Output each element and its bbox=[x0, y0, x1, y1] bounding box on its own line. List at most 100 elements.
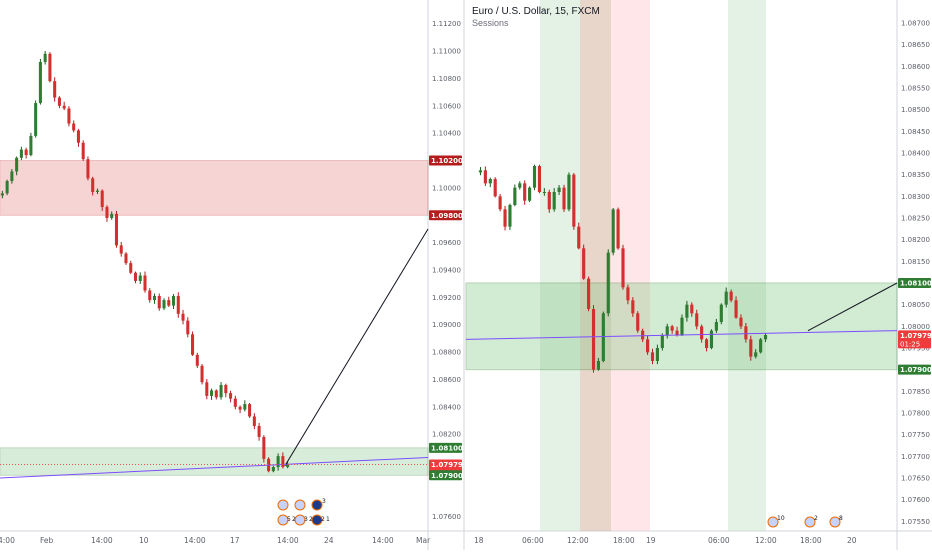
left-y-tick: 1.09200 bbox=[432, 294, 461, 302]
event-badge-count: 8 bbox=[839, 515, 843, 522]
candle-body bbox=[143, 275, 147, 291]
right-chart-title: Euro / U.S. Dollar, 15, FXCM bbox=[472, 6, 600, 17]
candle-body bbox=[53, 81, 57, 98]
candle-body bbox=[124, 253, 128, 264]
candle-body bbox=[518, 183, 522, 188]
left-price-tag-label: 1.08100 bbox=[431, 444, 463, 452]
left-y-tick: 1.09600 bbox=[432, 239, 461, 247]
candle-body bbox=[43, 53, 47, 62]
candle-body bbox=[754, 352, 758, 357]
candle-body bbox=[744, 326, 748, 340]
candle-body bbox=[483, 170, 487, 184]
candle-body bbox=[646, 339, 650, 353]
right-y-tick: 1.08400 bbox=[901, 150, 930, 158]
candle-body bbox=[129, 263, 133, 273]
candle-body bbox=[72, 123, 76, 131]
candle-body bbox=[660, 335, 664, 348]
right-x-tick: 18:00 bbox=[800, 536, 822, 545]
right-price-tag-label: 1.07979 bbox=[900, 332, 932, 340]
candle-body bbox=[248, 404, 252, 417]
right-y-tick: 1.08300 bbox=[901, 193, 930, 201]
event-badge-count: 2 bbox=[321, 516, 325, 523]
event-badge-count: 1 bbox=[326, 516, 330, 523]
candle-body bbox=[257, 426, 261, 437]
candle-body bbox=[537, 166, 542, 192]
right-x-tick: 12:00 bbox=[567, 536, 589, 545]
candle-body bbox=[191, 334, 195, 355]
right-x-tick: 20 bbox=[847, 536, 857, 545]
left-y-tick: 1.09400 bbox=[432, 267, 461, 275]
candle-body bbox=[262, 436, 266, 459]
candle-body bbox=[138, 275, 142, 281]
event-badge-icon bbox=[311, 499, 323, 511]
candle-body bbox=[214, 390, 218, 398]
left-y-tick: 1.09000 bbox=[432, 321, 461, 329]
right-y-tick: 1.07850 bbox=[901, 388, 930, 396]
left-y-tick: 1.08200 bbox=[432, 431, 461, 439]
candle-body bbox=[172, 296, 176, 306]
candle-body bbox=[91, 178, 95, 192]
candle-body bbox=[62, 105, 66, 109]
candle-body bbox=[719, 304, 723, 322]
right-x-tick: 19 bbox=[646, 536, 656, 545]
candle-body bbox=[665, 326, 669, 335]
left-y-tick: 1.08800 bbox=[432, 349, 461, 357]
right-price-tag-label: 1.08100 bbox=[900, 280, 932, 288]
left-y-tick: 1.10000 bbox=[432, 184, 461, 192]
candle-body bbox=[567, 174, 571, 210]
left-y-tick: 1.11200 bbox=[432, 20, 461, 28]
right-x-tick: 06:00 bbox=[522, 536, 544, 545]
right-y-tick: 1.08000 bbox=[901, 323, 930, 331]
right-price-tag bbox=[898, 278, 931, 288]
candle-body bbox=[205, 382, 209, 396]
left-price-tag-label: 1.07979 bbox=[431, 461, 463, 469]
right-x-tick: 18 bbox=[474, 536, 484, 545]
candle-body bbox=[95, 190, 99, 192]
left-price-tag-label: 1.09800 bbox=[431, 212, 463, 220]
left-price-tag bbox=[429, 470, 462, 481]
candle-body bbox=[704, 339, 709, 348]
right-y-tick: 1.08650 bbox=[901, 41, 930, 49]
candle-body bbox=[81, 142, 85, 160]
candle-body bbox=[57, 97, 61, 106]
right-y-tick: 1.08200 bbox=[901, 236, 930, 244]
candle-body bbox=[542, 192, 546, 193]
left-trend-line bbox=[0, 456, 429, 479]
candle-body bbox=[86, 159, 90, 179]
left-projection-line bbox=[284, 228, 429, 466]
candle-body bbox=[714, 322, 718, 331]
right-y-tick: 1.08550 bbox=[901, 85, 930, 93]
candle-body bbox=[601, 313, 605, 361]
left-x-tick: Mar bbox=[416, 536, 431, 545]
right-y-tick: 1.07800 bbox=[901, 410, 930, 418]
candle-body bbox=[167, 300, 171, 306]
session-band bbox=[728, 0, 766, 531]
candle-body bbox=[200, 365, 204, 383]
candle-body bbox=[498, 196, 502, 210]
event-badge-icon bbox=[277, 499, 289, 511]
candle-body bbox=[19, 149, 23, 158]
candle-body bbox=[616, 209, 620, 249]
event-badge-icon bbox=[767, 516, 779, 528]
event-badge-icon bbox=[294, 499, 306, 511]
candle-body bbox=[133, 272, 138, 281]
candle-body bbox=[763, 335, 768, 340]
candle-body bbox=[100, 190, 104, 208]
candle-body bbox=[557, 187, 561, 192]
candle-body bbox=[626, 287, 630, 301]
candle-body bbox=[38, 62, 42, 104]
candle-body bbox=[690, 304, 694, 314]
candle-body bbox=[210, 390, 214, 396]
candle-body bbox=[572, 174, 576, 227]
event-badge-icon bbox=[804, 516, 816, 528]
candle-body bbox=[176, 296, 180, 314]
left-price-tag bbox=[429, 155, 462, 166]
candle-body bbox=[503, 209, 507, 227]
right-y-tick: 1.07950 bbox=[901, 345, 930, 353]
candle-body bbox=[181, 313, 185, 321]
left-y-tick: 1.07600 bbox=[432, 513, 461, 521]
left-y-tick: 1.10800 bbox=[432, 75, 461, 83]
candle-body bbox=[252, 416, 256, 426]
